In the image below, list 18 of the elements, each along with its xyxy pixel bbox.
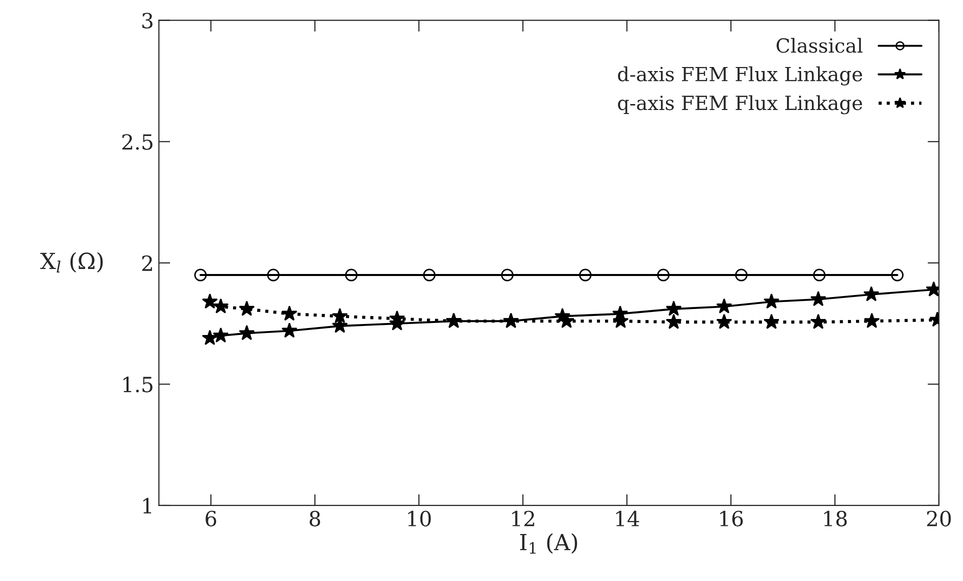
legend-label: d-axis FEM Flux Linkage	[618, 66, 862, 86]
x-tick-label: 10	[408, 510, 431, 526]
x-axis-title: I$_{1}$ (A)	[520, 533, 578, 554]
x-tick-label: 20	[927, 510, 951, 526]
y-tick-label: 2.5	[122, 134, 152, 150]
y-tick-label: 2	[142, 255, 152, 271]
legend-label: Classical	[776, 38, 863, 53]
y-tick-label: 1.5	[123, 376, 152, 392]
x-tick-label: 18	[824, 510, 847, 526]
x-tick-label: 6	[206, 510, 216, 526]
y-axis-title: X$_{l}$ (Ω)	[40, 252, 103, 272]
x-tick-label: 16	[720, 510, 743, 526]
x-tick-label: 8	[310, 510, 320, 526]
x-tick-label: 12	[512, 510, 534, 526]
legend-label: q-axis FEM Flux Linkage	[618, 95, 862, 114]
y-tick-label: 3	[142, 12, 152, 29]
y-tick-label: 1	[143, 498, 152, 514]
x-tick-label: 14	[616, 510, 640, 526]
